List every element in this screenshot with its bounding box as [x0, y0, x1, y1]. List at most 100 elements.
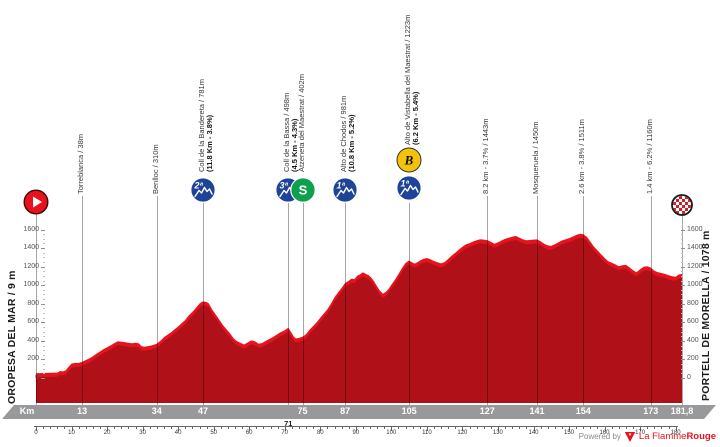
ruler-minor-tick [57, 427, 59, 429]
y-axis-tick-left [41, 266, 45, 268]
marker-line [682, 214, 683, 405]
ruler-minor-tick [526, 427, 528, 429]
marker-label: 8.2 km - 3.7% / 1443m [481, 118, 491, 194]
y-axis-tick-right [681, 229, 685, 231]
km-band: Km 13 34 47 75 87 105 127 141 154 173 181,8 [2, 405, 716, 419]
marker-name: 1.4 km - 6.2% / 1160m [644, 119, 654, 194]
y-axis-label-right: 200 [687, 355, 699, 363]
marker-line [537, 196, 538, 405]
ruler-major-tick [36, 427, 37, 431]
y-axis-minor-tick-left [43, 234, 45, 236]
marker-line [583, 196, 585, 405]
y-axis-tick-right [681, 285, 685, 287]
y-axis-minor-tick-right [681, 331, 683, 333]
y-axis-minor-tick-right [681, 294, 683, 296]
y-axis-tick-right [681, 322, 685, 324]
y-axis-minor-tick-left [43, 345, 45, 347]
y-axis-minor-tick-right [681, 275, 683, 277]
ruler-minor-tick [341, 427, 343, 429]
marker-line [487, 196, 489, 405]
start-location-title: OROPESA DEL MAR / 9 m [6, 270, 18, 404]
ruler-minor-tick [306, 427, 308, 429]
marker-name: 2.6 km - 3.8% / 1511m [577, 119, 587, 194]
ruler-tick-label: 180 [670, 430, 681, 436]
ruler-major-tick [426, 427, 428, 431]
ruler-tick-label: 170 [635, 430, 646, 436]
km-marker-below-band: 71 [284, 419, 293, 428]
ruler-major-tick [320, 427, 322, 431]
y-axis-tick-left [41, 340, 45, 342]
y-axis-minor-tick-right [681, 354, 683, 356]
y-axis-minor-tick-left [43, 308, 45, 310]
ruler-minor-tick [448, 427, 450, 429]
y-axis-minor-tick-right [681, 308, 683, 310]
km-band-unit-label: Km [19, 406, 35, 416]
ruler-baseline [34, 426, 678, 427]
ruler-minor-tick [647, 427, 649, 429]
y-axis-minor-tick-left [43, 238, 45, 240]
ruler-tick-label: 120 [457, 430, 468, 436]
marker-line [409, 203, 411, 405]
y-axis-minor-tick-right [681, 326, 683, 328]
marker-line [650, 196, 652, 405]
bonus-sprint-icon: B [396, 147, 422, 173]
ruler-minor-tick [135, 427, 137, 429]
ruler-tick-label: 130 [492, 430, 503, 436]
y-axis-minor-tick-left [43, 331, 45, 333]
ruler-minor-tick [370, 427, 371, 429]
ruler-major-tick [142, 427, 144, 431]
y-axis-minor-tick-right [681, 243, 683, 245]
ruler-tick-label: 110 [422, 430, 432, 436]
marker-label: 2.6 km - 3.8% / 1511m [577, 119, 587, 194]
y-axis-tick-right [681, 359, 685, 361]
y-axis-minor-tick-right [681, 336, 683, 338]
ruler-minor-tick [206, 427, 208, 429]
ruler-minor-tick [377, 427, 379, 429]
ruler-minor-tick [611, 427, 613, 429]
ruler-minor-tick [412, 427, 414, 429]
ruler-minor-tick [554, 427, 556, 429]
y-axis-tick-right [681, 248, 685, 250]
marker-name: 8.2 km - 3.7% / 1443m [481, 118, 491, 194]
km-band-marker-label: 47 [197, 406, 209, 416]
km-band-marker-label: 105 [401, 406, 417, 416]
y-axis-minor-tick-left [43, 313, 45, 315]
ruler-minor-tick [405, 427, 407, 429]
y-axis-minor-tick-right [681, 280, 683, 282]
km-band-marker-label: 13 [77, 406, 88, 416]
ruler-minor-tick [256, 427, 258, 429]
ruler-tick-label: 90 [352, 430, 360, 436]
marker-climb-detail: (11.8 Km - 3.8%) [205, 114, 214, 172]
ruler-minor-tick [313, 427, 315, 429]
y-axis-label-left: 1600 [23, 225, 39, 233]
y-axis-label-right: 1200 [687, 262, 703, 270]
ruler-major-tick [533, 427, 535, 431]
y-axis-minor-tick-right [681, 257, 683, 259]
marker-line [288, 203, 290, 405]
ruler-minor-tick [128, 427, 130, 429]
ruler-major-tick [213, 427, 215, 431]
category-1-icon: 1ª [396, 175, 422, 201]
y-axis-minor-tick-left [43, 271, 45, 273]
ruler-minor-tick [43, 427, 45, 429]
ruler-tick-label: 80 [316, 430, 324, 436]
y-axis-minor-tick-right [681, 364, 683, 366]
y-axis-label-right: 400 [687, 336, 699, 344]
ruler-major-tick [462, 427, 464, 431]
ruler-minor-tick [519, 427, 521, 429]
y-axis-minor-tick-left [43, 373, 45, 375]
marker-label: Alto de Chodos / 981m (10.8 Km - 5.2%) [339, 96, 356, 172]
ruler-minor-tick [156, 427, 158, 429]
ruler-minor-tick [512, 427, 514, 429]
ruler-minor-tick [505, 427, 506, 429]
finish-icon [671, 194, 693, 216]
ruler-minor-tick [220, 427, 222, 429]
y-axis-tick-right [681, 303, 685, 305]
y-axis-minor-tick-left [43, 326, 45, 328]
marker-line [36, 214, 37, 405]
y-axis-minor-tick-left [43, 289, 45, 291]
finish-location-title: PORTELL DE MORELLA / 1078 m [700, 230, 712, 401]
svg-text:1ª: 1ª [337, 181, 346, 191]
ruler-minor-tick [92, 427, 94, 429]
ruler-minor-tick [291, 427, 293, 429]
